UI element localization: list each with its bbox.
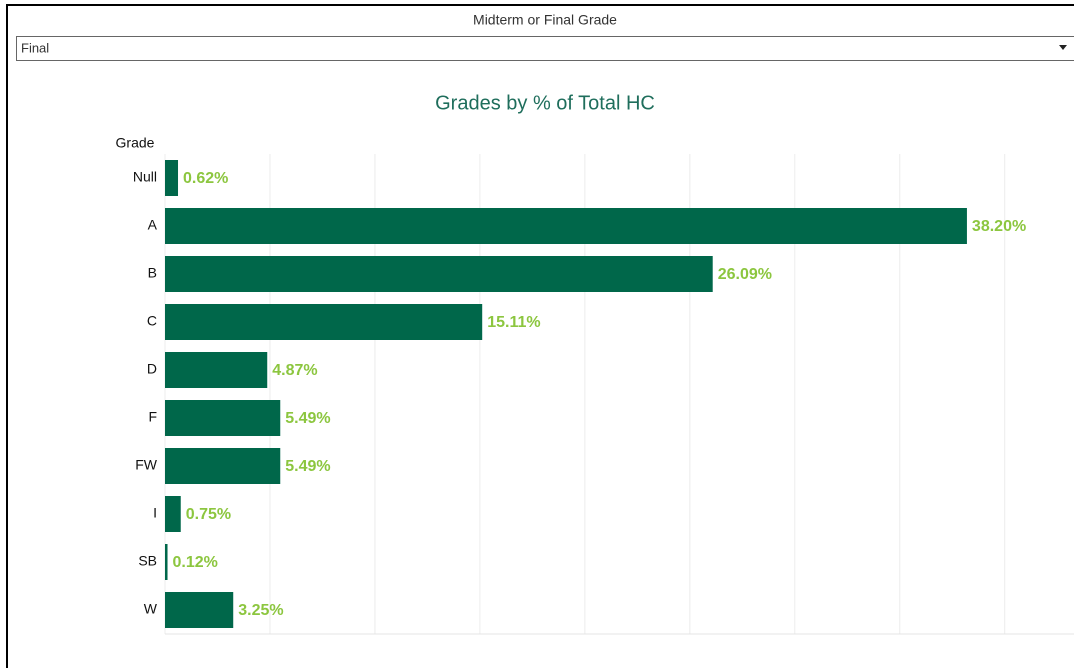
data-label: 26.09% xyxy=(718,266,772,283)
dropdown-value[interactable]: Final xyxy=(21,40,49,55)
axis-label: Grade xyxy=(116,135,155,151)
plot: Null 0.62% A 38.20% B 26.09% C 15.11% D 4.87% F 5.4… xyxy=(133,154,1074,635)
dropdown-box[interactable] xyxy=(16,36,1074,61)
data-label: 38.20% xyxy=(972,218,1026,235)
data-label: 5.49% xyxy=(285,410,330,427)
data-label: 5.49% xyxy=(285,458,330,475)
dropdown-arrow[interactable] xyxy=(1059,45,1067,50)
bar xyxy=(165,448,281,484)
category-label: Null xyxy=(133,169,157,185)
category-label: D xyxy=(147,361,157,377)
category-label: A xyxy=(148,217,158,233)
bar xyxy=(165,592,234,628)
data-label: 0.75% xyxy=(186,506,231,523)
bar xyxy=(165,304,483,340)
filter-dropdown[interactable]: Final xyxy=(16,36,1074,61)
filter-label: Midterm or Final Grade xyxy=(473,12,617,28)
bar xyxy=(165,496,181,532)
category-label: C xyxy=(147,313,157,329)
data-label: 4.87% xyxy=(272,362,317,379)
data-label: 15.11% xyxy=(487,314,540,331)
category-label: I xyxy=(153,505,157,521)
category-label: F xyxy=(148,409,157,425)
data-label: 0.12% xyxy=(173,554,218,571)
bar xyxy=(165,208,967,244)
category-label: W xyxy=(144,601,158,617)
category-label: B xyxy=(148,265,157,281)
data-label: 3.25% xyxy=(238,602,283,619)
data-label: 0.62% xyxy=(183,170,228,187)
chart-title: Grades by % of Total HC xyxy=(435,92,655,114)
bar xyxy=(165,544,168,580)
bar xyxy=(165,256,713,292)
bar xyxy=(165,352,268,388)
bar xyxy=(165,160,179,196)
category-label: SB xyxy=(138,553,157,569)
category-label: FW xyxy=(135,457,158,473)
bar xyxy=(165,400,281,436)
